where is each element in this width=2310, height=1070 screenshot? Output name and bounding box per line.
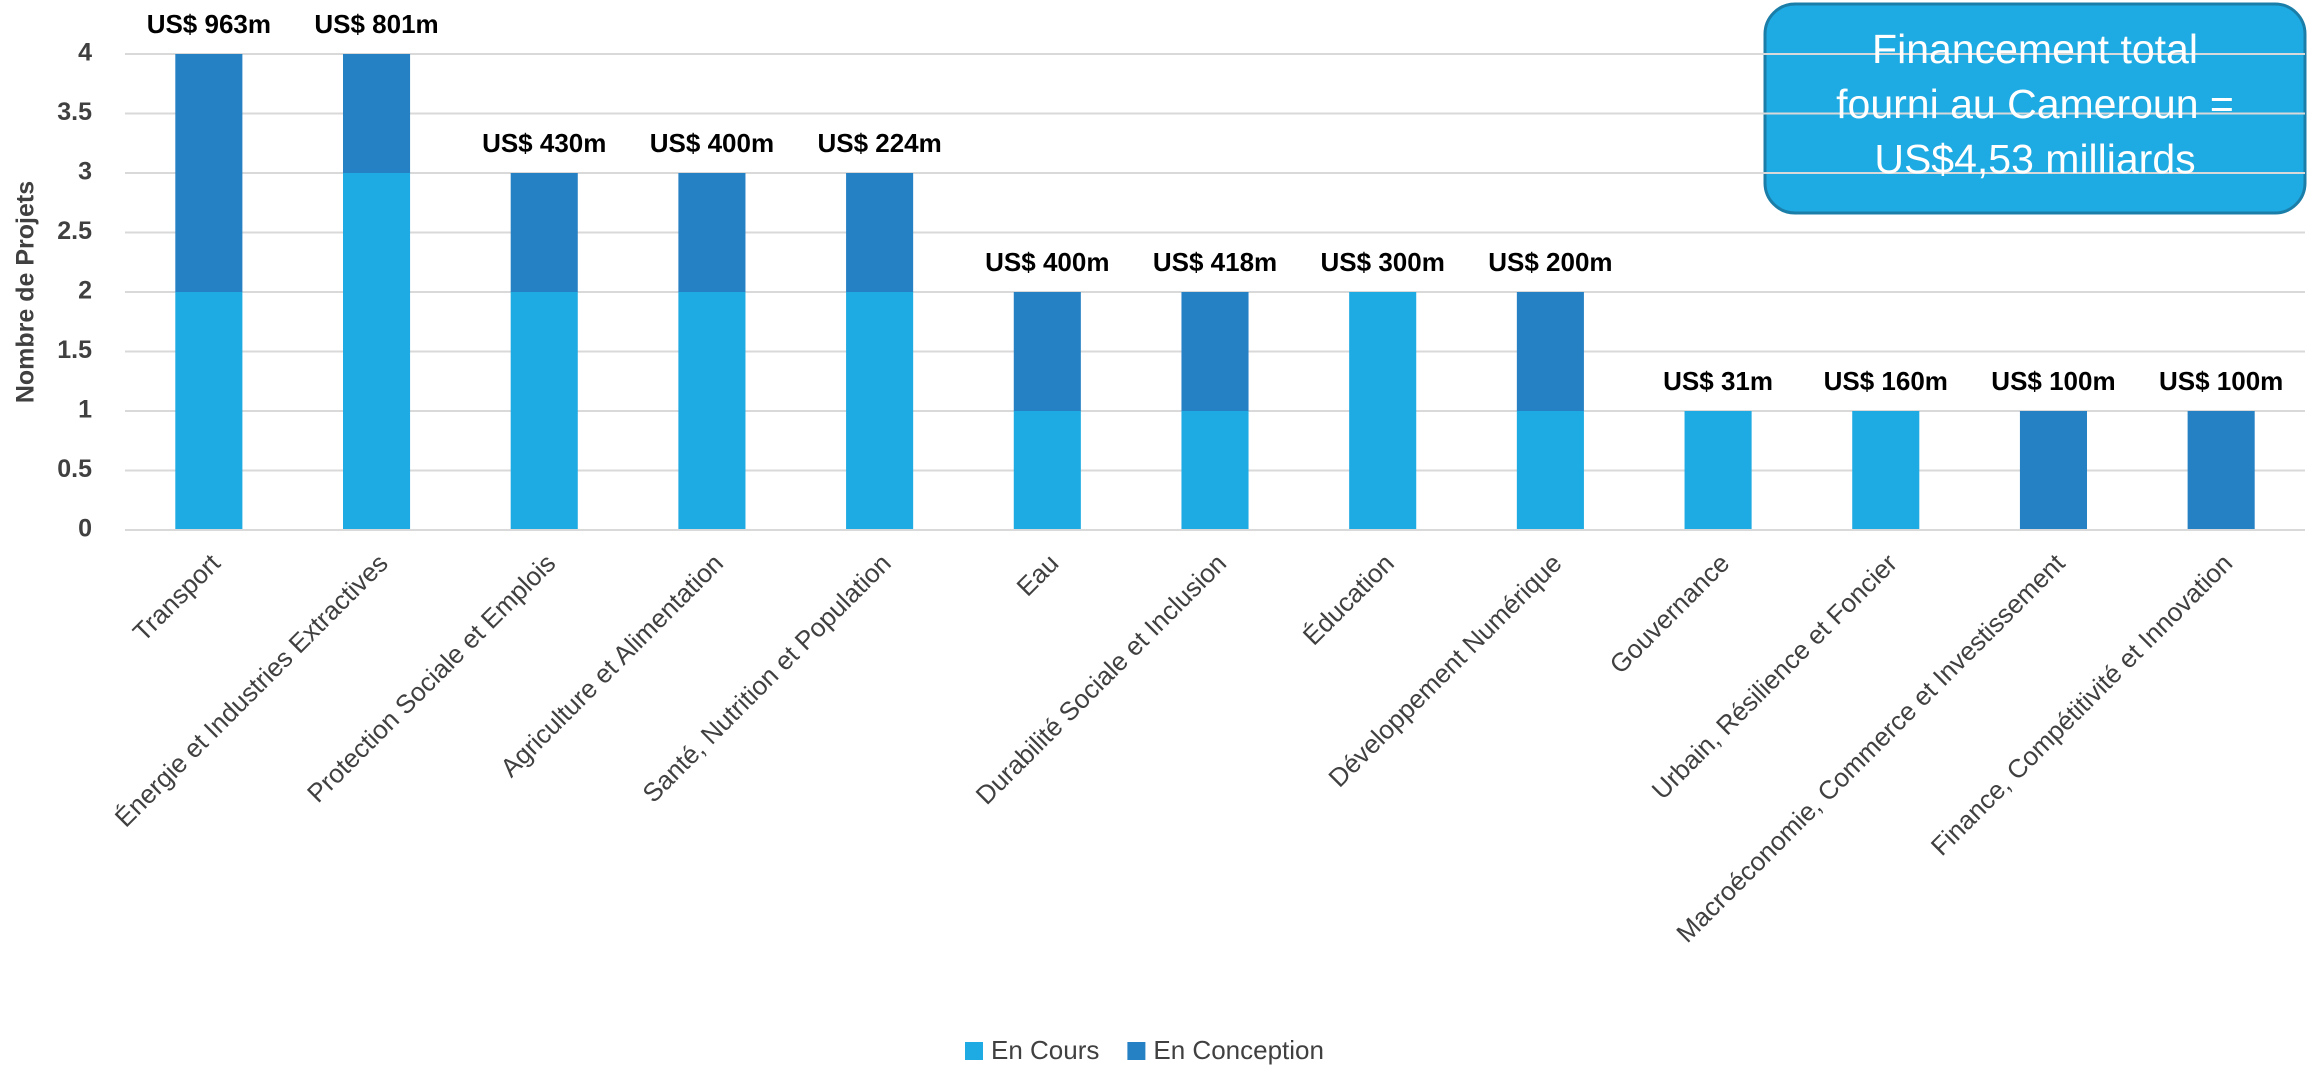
legend-swatch bbox=[965, 1042, 983, 1060]
bar-segment bbox=[846, 292, 914, 530]
y-tick-label: 3.5 bbox=[57, 98, 92, 126]
bar-label: US$ 200m bbox=[1488, 247, 1612, 277]
bar-label: US$ 31m bbox=[1663, 366, 1773, 396]
bar-segment bbox=[678, 173, 746, 292]
bar-label: US$ 400m bbox=[650, 128, 774, 158]
x-tick-label: Énergie et Industries Extractives bbox=[109, 548, 394, 833]
legend-swatch bbox=[1127, 1042, 1146, 1060]
y-tick-label: 2.5 bbox=[57, 217, 92, 245]
callout-text: US$4,53 milliards bbox=[1874, 136, 2195, 182]
bar-segment bbox=[2019, 411, 2087, 530]
bar-segment bbox=[1181, 411, 1249, 530]
bar-segment bbox=[343, 173, 411, 530]
legend-label: En Cours bbox=[991, 1035, 1099, 1065]
x-tick-label: Transport bbox=[127, 547, 227, 647]
bar-segment bbox=[510, 292, 578, 530]
y-axis-title: Nombre de Projets bbox=[12, 181, 40, 403]
bar-segment bbox=[1181, 292, 1249, 411]
bar-label: US$ 418m bbox=[1153, 247, 1277, 277]
bar-label: US$ 160m bbox=[1824, 366, 1948, 396]
y-tick-label: 1.5 bbox=[57, 336, 92, 364]
legend-label: En Conception bbox=[1153, 1035, 1324, 1065]
y-tick-label: 0.5 bbox=[57, 455, 92, 483]
bar-segment bbox=[1516, 292, 1584, 411]
callout-text: Financement total bbox=[1872, 26, 2198, 72]
bar-label: US$ 963m bbox=[147, 9, 271, 39]
x-tick-label: Macroéconomie, Commerce et Investissemen… bbox=[1670, 547, 2071, 948]
y-tick-label: 0 bbox=[78, 515, 92, 543]
y-tick-label: 3 bbox=[78, 158, 92, 186]
callout-text: fourni au Cameroun = bbox=[1836, 81, 2234, 127]
bar-label: US$ 224m bbox=[817, 128, 941, 158]
bar-segment bbox=[510, 173, 578, 292]
bar-segment bbox=[678, 292, 746, 530]
x-tick-label: Éducation bbox=[1297, 548, 1400, 651]
bar-label: US$ 400m bbox=[985, 247, 1109, 277]
y-tick-label: 2 bbox=[78, 277, 92, 305]
x-tick-label: Eau bbox=[1010, 548, 1064, 602]
bar-label: US$ 300m bbox=[1321, 247, 1445, 277]
x-tick-label: Gouvernance bbox=[1604, 548, 1736, 680]
bar-segment bbox=[1852, 411, 1920, 530]
y-tick-label: 1 bbox=[78, 396, 92, 424]
bar-segment bbox=[1013, 411, 1081, 530]
x-tick-label: Durabilité Sociale et Inclusion bbox=[970, 548, 1232, 810]
bar-label: US$ 801m bbox=[314, 9, 438, 39]
bar-segment bbox=[175, 54, 243, 292]
bar-segment bbox=[175, 292, 243, 530]
bar-label: US$ 100m bbox=[1991, 366, 2115, 396]
bar-label: US$ 430m bbox=[482, 128, 606, 158]
bar-segment bbox=[1349, 292, 1417, 530]
bar-segment bbox=[1013, 292, 1081, 411]
bar-segment bbox=[846, 173, 914, 292]
bar-segment bbox=[2187, 411, 2255, 530]
bar-segment bbox=[1684, 411, 1752, 530]
bar-label: US$ 100m bbox=[2159, 366, 2283, 396]
bar-segment bbox=[343, 54, 411, 173]
x-tick-label: Finance, Compétitivité et Innovation bbox=[1925, 548, 2238, 861]
y-tick-label: 4 bbox=[78, 39, 92, 67]
callout-box bbox=[1763, 2, 2307, 215]
bar-segment bbox=[1516, 411, 1584, 530]
